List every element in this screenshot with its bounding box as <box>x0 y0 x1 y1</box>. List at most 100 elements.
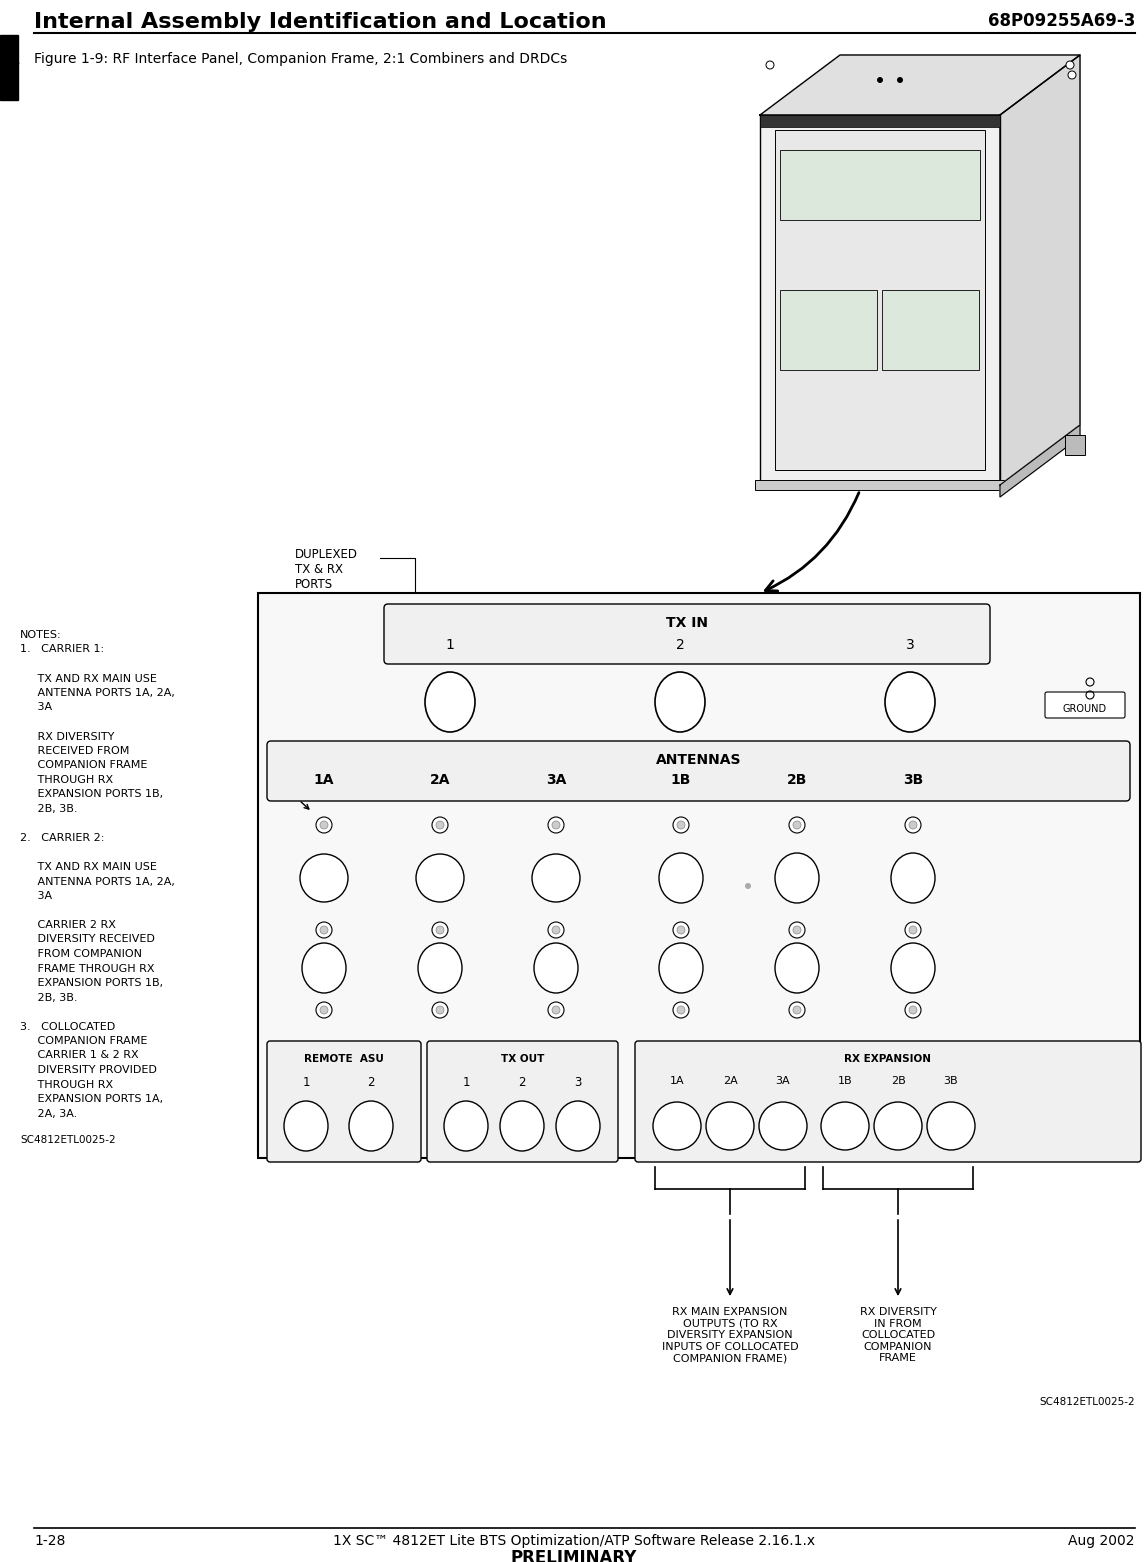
Circle shape <box>909 1006 917 1014</box>
Text: RX DIVERSITY
IN FROM
COLLOCATED
COMPANION
FRAME: RX DIVERSITY IN FROM COLLOCATED COMPANIO… <box>860 1307 937 1364</box>
Circle shape <box>545 867 567 889</box>
Text: TX OUT: TX OUT <box>501 1054 544 1064</box>
Circle shape <box>793 822 801 829</box>
Ellipse shape <box>534 943 577 993</box>
Circle shape <box>719 1115 740 1137</box>
Circle shape <box>316 922 332 939</box>
Circle shape <box>320 1006 328 1014</box>
Text: DUPLEXED
TX & RX
PORTS: DUPLEXED TX & RX PORTS <box>295 548 358 590</box>
Text: EXPANSION PORTS 1B,: EXPANSION PORTS 1B, <box>20 789 163 800</box>
Ellipse shape <box>425 672 475 733</box>
Text: Aug 2002: Aug 2002 <box>1069 1534 1135 1548</box>
Bar <box>760 116 1000 127</box>
Circle shape <box>940 1115 962 1137</box>
Text: FRAME THROUGH RX: FRAME THROUGH RX <box>20 964 155 973</box>
Circle shape <box>946 1122 956 1131</box>
Text: THROUGH RX: THROUGH RX <box>20 775 114 786</box>
Text: THROUGH RX: THROUGH RX <box>20 1079 114 1090</box>
Text: EXPANSION PORTS 1A,: EXPANSION PORTS 1A, <box>20 1093 163 1104</box>
Circle shape <box>897 77 903 83</box>
Circle shape <box>909 926 917 934</box>
Circle shape <box>909 822 917 829</box>
Text: Internal Assembly Identification and Location: Internal Assembly Identification and Loc… <box>34 12 606 31</box>
Text: RX MAIN EXPANSION
OUTPUTS (TO RX
DIVERSITY EXPANSION
INPUTS OF COLLOCATED
COMPAN: RX MAIN EXPANSION OUTPUTS (TO RX DIVERSI… <box>661 1307 798 1364</box>
Text: CARRIER 2 RX: CARRIER 2 RX <box>20 920 116 929</box>
Text: FROM COMPANION: FROM COMPANION <box>20 950 142 959</box>
Circle shape <box>320 926 328 934</box>
FancyBboxPatch shape <box>267 740 1130 801</box>
Circle shape <box>552 822 560 829</box>
Text: GROUND: GROUND <box>1063 704 1107 714</box>
Text: 3: 3 <box>574 1076 582 1089</box>
FancyBboxPatch shape <box>267 1040 421 1162</box>
Ellipse shape <box>891 853 934 903</box>
Circle shape <box>673 817 689 833</box>
Circle shape <box>666 1115 688 1137</box>
Text: 2: 2 <box>676 637 684 651</box>
Bar <box>779 291 877 370</box>
Text: RX EXPANSION: RX EXPANSION <box>845 1054 931 1064</box>
Circle shape <box>548 1001 564 1018</box>
Circle shape <box>840 1122 850 1131</box>
Circle shape <box>677 926 685 934</box>
Circle shape <box>429 867 451 889</box>
Text: DIVERSITY RECEIVED: DIVERSITY RECEIVED <box>20 934 155 945</box>
Text: 2A: 2A <box>429 773 450 787</box>
Bar <box>0 34 18 100</box>
Ellipse shape <box>659 943 703 993</box>
Text: 2B, 3B.: 2B, 3B. <box>20 804 78 814</box>
Circle shape <box>726 1122 735 1131</box>
Text: COMPANION FRAME: COMPANION FRAME <box>20 761 147 770</box>
Circle shape <box>673 1001 689 1018</box>
Text: 2B: 2B <box>786 773 807 787</box>
Circle shape <box>934 1109 968 1143</box>
Text: 3A: 3A <box>20 890 52 901</box>
Circle shape <box>435 873 445 883</box>
Circle shape <box>766 61 774 69</box>
Text: 3B: 3B <box>902 773 923 787</box>
Text: 3: 3 <box>906 637 914 651</box>
Circle shape <box>713 1109 747 1143</box>
Circle shape <box>926 1103 975 1150</box>
Circle shape <box>432 1001 448 1018</box>
Text: 2.   CARRIER 2:: 2. CARRIER 2: <box>20 833 104 843</box>
Circle shape <box>436 1006 444 1014</box>
Polygon shape <box>1000 55 1080 484</box>
Circle shape <box>881 1109 915 1143</box>
Circle shape <box>821 1103 869 1150</box>
Circle shape <box>653 1103 701 1150</box>
Text: 1.   CARRIER 1:: 1. CARRIER 1: <box>20 645 104 654</box>
Text: 2: 2 <box>518 1076 526 1089</box>
Text: 3A: 3A <box>20 703 52 712</box>
Ellipse shape <box>891 943 934 993</box>
Circle shape <box>432 922 448 939</box>
Bar <box>775 130 985 470</box>
Circle shape <box>793 926 801 934</box>
Text: ANTENNAS: ANTENNAS <box>656 753 742 767</box>
Text: 2A: 2A <box>722 1076 737 1086</box>
Circle shape <box>759 1103 807 1150</box>
Circle shape <box>316 1001 332 1018</box>
Circle shape <box>316 817 332 833</box>
Circle shape <box>706 1103 754 1150</box>
Circle shape <box>789 922 805 939</box>
Text: 1A: 1A <box>669 1076 684 1086</box>
Circle shape <box>893 1122 903 1131</box>
Circle shape <box>771 1115 794 1137</box>
Circle shape <box>422 861 457 895</box>
Text: 1B: 1B <box>670 773 691 787</box>
Circle shape <box>793 1006 801 1014</box>
Text: 1: 1 <box>10 52 20 67</box>
Ellipse shape <box>885 672 934 733</box>
Text: Figure 1-9: RF Interface Panel, Companion Frame, 2:1 Combiners and DRDCs: Figure 1-9: RF Interface Panel, Companio… <box>34 52 567 66</box>
Text: CARRIER 1 & 2 RX: CARRIER 1 & 2 RX <box>20 1051 139 1061</box>
Text: 1B: 1B <box>838 1076 852 1086</box>
Circle shape <box>677 1006 685 1014</box>
Polygon shape <box>1000 425 1080 497</box>
Text: RX DIVERSITY: RX DIVERSITY <box>20 731 115 742</box>
Text: RECEIVED FROM: RECEIVED FROM <box>20 747 130 756</box>
Text: TX AND RX MAIN USE: TX AND RX MAIN USE <box>20 862 157 872</box>
Text: PRELIMINARY: PRELIMINARY <box>511 1550 637 1562</box>
Text: TX AND RX MAIN USE: TX AND RX MAIN USE <box>20 673 157 684</box>
Circle shape <box>548 922 564 939</box>
